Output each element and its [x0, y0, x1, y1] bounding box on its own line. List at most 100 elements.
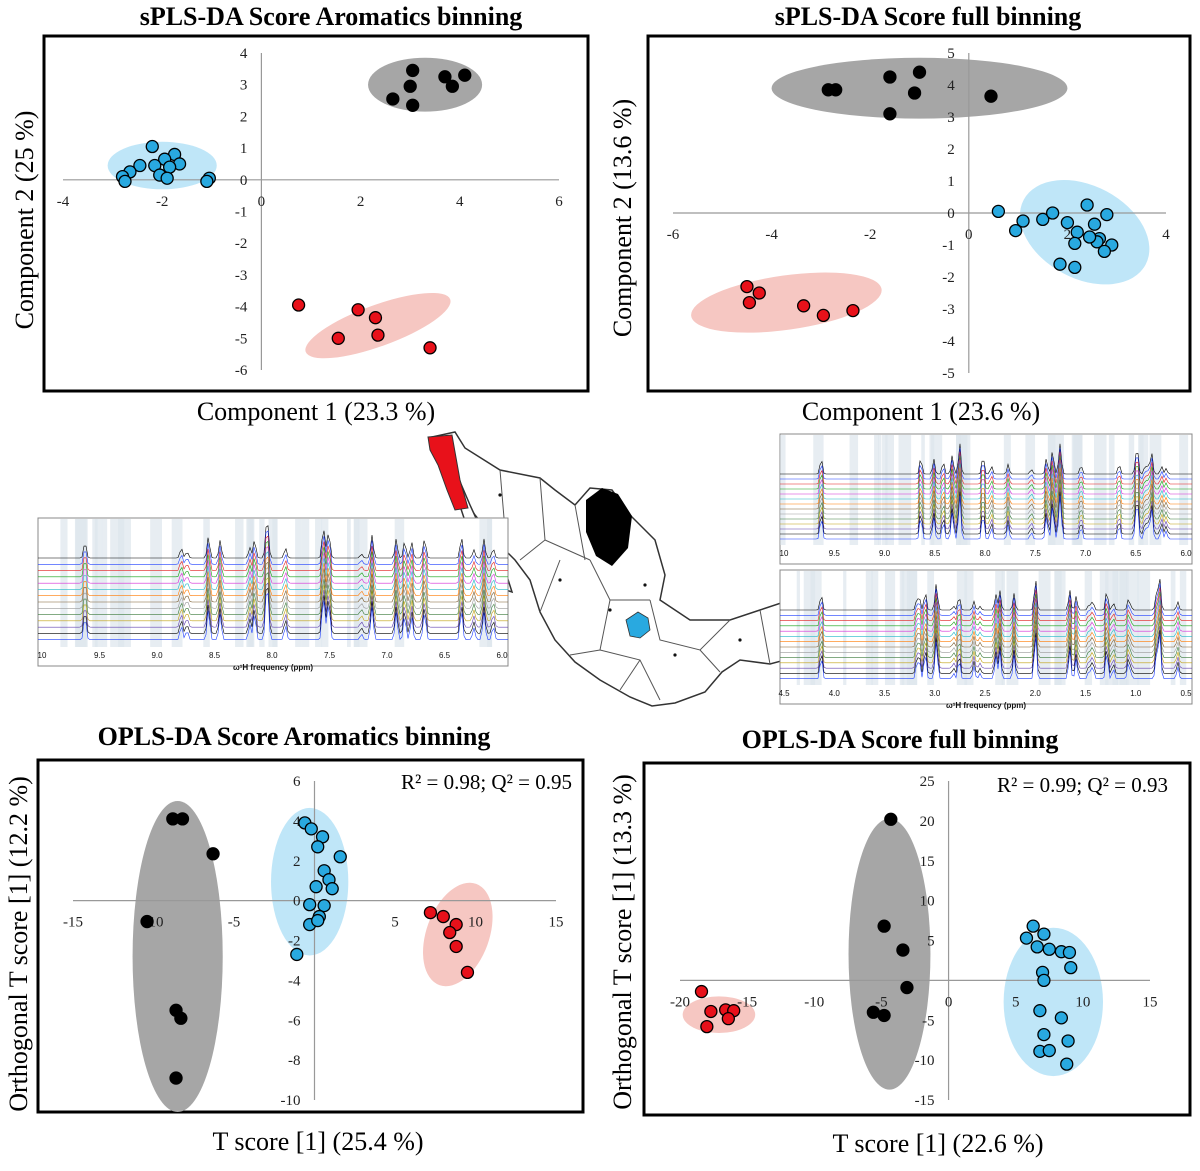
y-tick-label: 4	[293, 814, 301, 830]
spectrum-trace	[780, 613, 1192, 653]
data-point-red	[449, 939, 463, 954]
spectrum-tick: 7.5	[1030, 549, 1042, 558]
data-point-blue	[1070, 225, 1084, 239]
panel-splsda-aromatics: sPLS-DA Score Aromatics binning -4 -2 0 2 4 6…	[10, 2, 590, 426]
data-point-black	[907, 86, 922, 100]
bin-shade	[843, 571, 847, 685]
bin-shade	[1138, 435, 1144, 545]
map-dot	[643, 583, 647, 587]
y-tick-label: -15	[915, 1093, 935, 1109]
spectrum-trace	[780, 634, 1192, 680]
bin-shade	[964, 571, 974, 685]
data-point-black	[438, 70, 452, 84]
bin-shade	[849, 435, 859, 545]
spectrum-tick: 1.5	[1080, 689, 1092, 698]
y-tick-label: -5	[235, 331, 248, 347]
data-point-red	[331, 331, 345, 345]
bin-shade	[1108, 435, 1115, 545]
spectrum-trace	[780, 596, 1192, 632]
bin-shade	[882, 435, 888, 545]
chart-title: sPLS-DA Score Aromatics binning	[140, 2, 523, 31]
x-tick-label: -5	[228, 915, 241, 931]
data-point-blue	[1054, 1011, 1069, 1025]
map-region-red	[427, 434, 469, 511]
bin-shade	[1025, 435, 1036, 545]
spectrum-trace	[780, 483, 1192, 525]
y-tick-label: 1	[947, 174, 955, 190]
spectrum-tick: 6.0	[496, 651, 508, 660]
confidence-ellipse-red	[305, 292, 451, 359]
y-tick-label: 4	[947, 78, 955, 94]
confidence-ellipse-black	[132, 800, 223, 1112]
spectrum-tick: 1.0	[1130, 689, 1142, 698]
spectrum-tick: 0.5	[1180, 689, 1192, 698]
bin-shade	[885, 435, 895, 545]
plot-frame	[646, 34, 1192, 393]
stats-annotation: R² = 0.99; Q² = 0.93	[997, 773, 1168, 797]
data-point-blue	[1026, 919, 1040, 933]
data-point-red	[443, 925, 457, 940]
spectrum-tick: 9.5	[829, 549, 841, 558]
spectrum-trace	[780, 495, 1192, 540]
spectrum-trace	[38, 577, 508, 622]
data-point-red	[460, 965, 475, 980]
data-point-blue	[133, 158, 147, 173]
map-region-black	[586, 488, 632, 566]
plot-frame	[42, 34, 590, 393]
plot-frame	[642, 761, 1192, 1117]
y-tick-label: 2	[293, 854, 301, 870]
y-tick-label: -6	[288, 1013, 301, 1029]
map-dot	[673, 653, 677, 657]
spectrum-trace	[38, 587, 508, 634]
spectrum-tick: 9.0	[151, 651, 163, 660]
bin-shade	[884, 571, 896, 685]
bin-shade	[956, 571, 968, 685]
spectrum-trace	[780, 479, 1192, 520]
spectrum-tick: 7.0	[1080, 549, 1092, 558]
data-point-black	[900, 980, 914, 995]
bin-shade	[901, 571, 910, 685]
spectrum-trace	[38, 545, 508, 584]
x-tick-label: -15	[737, 994, 757, 1010]
y-tick-label: 20	[920, 814, 935, 830]
x-tick-label: -2	[864, 227, 877, 243]
spectrum-trace	[38, 592, 508, 641]
data-point-black	[883, 107, 897, 121]
spectrum-tick: 10	[780, 549, 789, 558]
spectrum-trace	[38, 530, 508, 565]
x-axis-label: Component 1 (23.3 %)	[197, 397, 435, 426]
data-point-red	[704, 1004, 718, 1019]
data-point-blue	[145, 139, 159, 154]
confidence-ellipse-red	[423, 882, 493, 987]
state-borders	[499, 469, 771, 701]
data-point-red	[436, 909, 450, 924]
spectrum-trace	[38, 556, 508, 597]
data-point-red	[371, 328, 385, 342]
data-point-black	[174, 1011, 188, 1025]
data-point-blue	[1100, 207, 1114, 222]
nmr-spectrum-bottom-right: 4.5 4.0 3.5 3.0 2.5 2.0 1.5 1.0 0.5 ω¹H frequency…	[778, 569, 1193, 710]
y-tick-label: -6	[235, 363, 248, 379]
confidence-ellipse-blue	[271, 807, 349, 956]
data-point-black	[883, 70, 897, 84]
bin-shade	[810, 571, 822, 685]
plot-area: -6 -4 -2 0 2 4 -5 -4 -3 -2 -1 0 1 2 3 4 5	[667, 46, 1171, 382]
data-point-black	[458, 68, 472, 82]
bin-shade	[394, 519, 405, 647]
spectrum-trace	[780, 621, 1192, 664]
y-tick-label: 4	[240, 46, 248, 62]
data-point-red	[351, 303, 365, 317]
map-dot	[498, 493, 502, 497]
bin-shade	[1094, 435, 1107, 545]
confidence-ellipse-black	[848, 818, 931, 1090]
spectrum-tick: 10	[38, 651, 47, 660]
spectrum-tick: 9.0	[879, 549, 891, 558]
x-tick-label: 4	[456, 194, 464, 210]
y-tick-label: -3	[235, 268, 248, 284]
bin-shade	[871, 571, 879, 685]
bin-shade	[1128, 435, 1135, 545]
data-point-red	[816, 308, 831, 323]
spectrum-trace	[38, 540, 508, 578]
chart-title: OPLS-DA Score full binning	[742, 725, 1059, 754]
bin-shade	[358, 519, 368, 647]
